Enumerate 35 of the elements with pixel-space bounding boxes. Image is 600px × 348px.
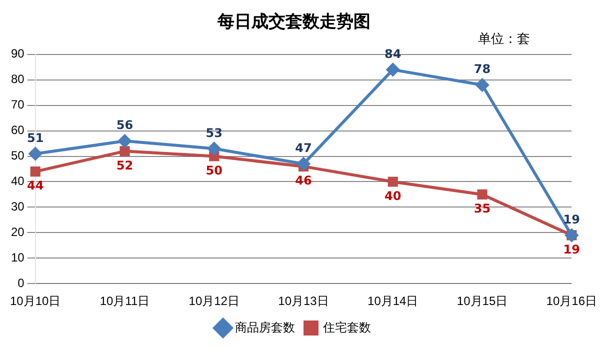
chart-title: 每日成交套数走势图: [216, 12, 370, 31]
data-label: 47: [295, 141, 312, 156]
x-tick-label: 10月11日: [100, 294, 150, 308]
x-tick-label: 10月14日: [368, 294, 418, 308]
y-tick-label: 90: [10, 46, 25, 61]
data-label: 52: [116, 158, 134, 172]
data-label: 51: [26, 130, 44, 145]
data-label: 84: [384, 46, 402, 61]
data-label: 19: [563, 242, 580, 256]
legend-label: 商品房套数: [235, 320, 295, 334]
y-tick-label: 20: [10, 224, 25, 239]
data-label: 44: [26, 178, 44, 193]
y-tick-label: 70: [10, 98, 25, 112]
x-tick-label: 10月10日: [10, 294, 61, 308]
y-tick-label: 50: [10, 148, 25, 163]
data-label: 53: [206, 126, 222, 140]
x-tick-label: 10月16日: [546, 294, 598, 308]
x-tick-label: 10月15日: [456, 294, 508, 308]
y-tick-label: 40: [10, 174, 25, 188]
x-tick-label: 10月13日: [278, 294, 329, 308]
data-label: 50: [206, 163, 222, 178]
x-tick-label: 10月12日: [188, 294, 240, 308]
y-tick-label: 10: [10, 250, 25, 264]
y-tick-label: 30: [10, 200, 25, 214]
data-label: 78: [474, 62, 491, 76]
text: 单位：套: [478, 31, 530, 48]
y-tick-label: 60: [10, 123, 25, 138]
y-tick-label: 0: [18, 276, 25, 290]
y-tick-label: 80: [10, 72, 25, 86]
data-label: 56: [116, 118, 134, 132]
data-label: 19: [563, 212, 580, 226]
data-label: 46: [295, 174, 312, 188]
legend-label: 住宅套数: [322, 320, 371, 334]
data-label: 40: [384, 188, 402, 203]
data-label: 35: [474, 202, 491, 216]
